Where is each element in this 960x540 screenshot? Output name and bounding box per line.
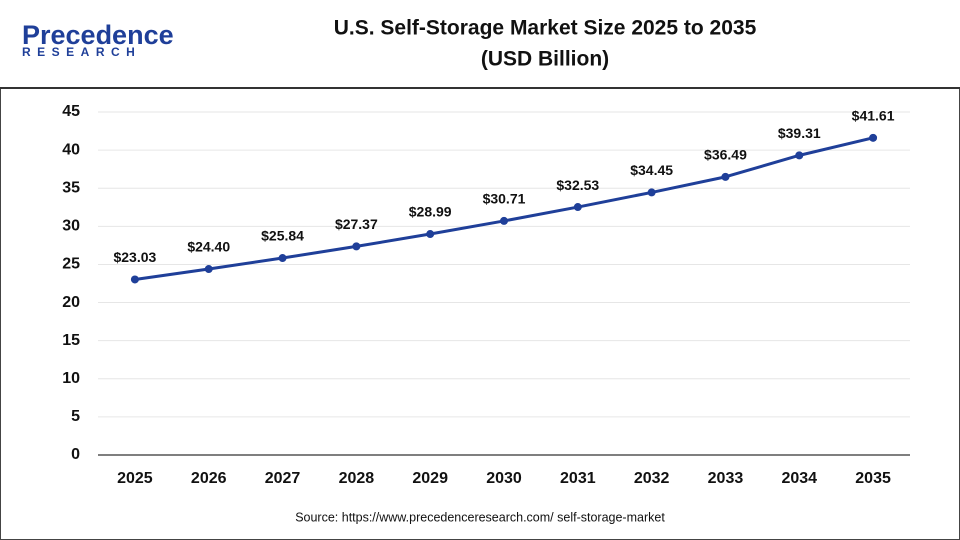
logo-name: Precedence xyxy=(22,20,174,50)
x-tick-label: 2034 xyxy=(781,470,817,487)
data-point xyxy=(721,172,730,181)
data-point xyxy=(647,188,656,197)
data-point xyxy=(352,242,361,251)
value-label: $28.99 xyxy=(409,204,452,220)
chart-subtitle: (USD Billion) xyxy=(481,48,609,71)
x-tick-label: 2035 xyxy=(855,470,891,487)
value-label: $32.53 xyxy=(556,177,599,193)
value-label: $39.31 xyxy=(778,125,821,141)
y-tick-label: 45 xyxy=(62,103,80,120)
x-tick-label: 2029 xyxy=(412,470,448,487)
value-label: $41.61 xyxy=(852,108,895,124)
value-label: $34.45 xyxy=(630,162,673,178)
source-note: Source: https://www.precedenceresearch.c… xyxy=(295,510,665,524)
y-tick-label: 35 xyxy=(62,179,80,196)
x-tick-label: 2028 xyxy=(339,470,375,487)
data-point xyxy=(573,203,582,212)
y-tick-label: 5 xyxy=(71,408,80,425)
y-tick-label: 0 xyxy=(71,446,80,463)
value-label: $25.84 xyxy=(261,228,304,244)
y-tick-label: 25 xyxy=(62,256,80,273)
y-tick-label: 40 xyxy=(62,141,80,158)
chart-title: U.S. Self-Storage Market Size 2025 to 20… xyxy=(334,17,757,40)
value-label: $27.37 xyxy=(335,216,378,232)
data-point xyxy=(869,133,878,142)
data-point xyxy=(130,275,139,284)
x-tick-label: 2025 xyxy=(117,470,153,487)
data-line xyxy=(134,136,874,281)
data-point xyxy=(426,230,435,239)
data-point xyxy=(500,216,508,225)
x-tick-label: 2027 xyxy=(265,470,301,487)
x-tick-label: 2026 xyxy=(191,470,227,487)
x-tick-label: 2032 xyxy=(634,470,670,487)
data-point xyxy=(278,254,287,263)
data-point xyxy=(795,151,804,160)
value-label: $36.49 xyxy=(704,147,747,163)
logo-tagline: RESEARCH xyxy=(22,45,141,59)
value-label: $30.71 xyxy=(483,191,526,207)
data-point xyxy=(204,265,213,274)
x-tick-label: 2031 xyxy=(560,470,596,487)
y-tick-label: 15 xyxy=(62,332,80,349)
y-tick-label: 20 xyxy=(62,294,80,311)
value-label: $24.40 xyxy=(187,239,230,255)
x-tick-label: 2033 xyxy=(708,470,744,487)
y-tick-label: 10 xyxy=(62,370,80,387)
y-tick-label: 30 xyxy=(62,218,80,235)
x-tick-label: 2030 xyxy=(486,470,522,487)
value-label: $23.03 xyxy=(113,249,156,265)
